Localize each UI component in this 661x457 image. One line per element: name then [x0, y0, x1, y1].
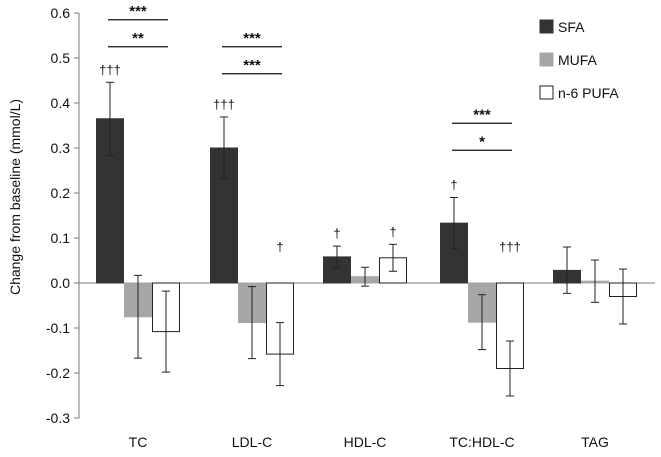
- chart-axes: -0.3 -0.2 -0.1 0.0 0.1 0.2 0.3 0.4 0.5 0.6 TC LDL-C…: [46, 5, 655, 450]
- x-category-label: TAG: [581, 434, 609, 450]
- y-tick-label: 0.4: [51, 95, 71, 111]
- y-tick-label: 0.2: [51, 185, 71, 201]
- legend-swatch: [539, 85, 554, 100]
- significance-dagger: †: [450, 178, 457, 193]
- y-tick-label: 0.0: [51, 275, 71, 291]
- significance-label: ***: [129, 3, 147, 20]
- x-category-label: TC: [129, 434, 148, 450]
- legend-swatch: [539, 19, 554, 34]
- significance-dagger: †: [389, 224, 396, 239]
- y-tick-label: 0.1: [51, 230, 71, 246]
- significance-dagger: †††: [499, 240, 521, 255]
- y-tick-label: 0.6: [51, 5, 71, 21]
- x-category-label: TC:HDL-C: [449, 434, 514, 450]
- significance-label: **: [132, 30, 144, 47]
- y-axis-title: Change from baseline (mmol/L): [7, 99, 23, 295]
- significance-label: *: [479, 133, 485, 150]
- legend-label: MUFA: [558, 52, 598, 68]
- y-tick-label: 0.5: [51, 50, 71, 66]
- legend-swatch: [539, 52, 554, 67]
- significance-label: ***: [243, 30, 261, 47]
- chart-legend: SFA MUFA n-6 PUFA: [539, 19, 619, 101]
- significance-label: ***: [243, 57, 261, 74]
- significance-dagger: †††: [213, 97, 235, 112]
- legend-label: n-6 PUFA: [558, 85, 619, 101]
- chart-annotations: †††††††††††††***** **********: [99, 3, 521, 255]
- significance-dagger: †††: [99, 62, 121, 77]
- legend-label: SFA: [558, 19, 585, 35]
- y-tick-label: 0.3: [51, 140, 71, 156]
- significance-label: ***: [473, 106, 491, 123]
- y-tick-label: -0.1: [46, 320, 70, 336]
- x-category-label: LDL-C: [232, 434, 272, 450]
- significance-dagger: †: [276, 240, 283, 255]
- significance-dagger: †: [333, 226, 340, 241]
- y-tick-label: -0.2: [46, 365, 70, 381]
- x-category-label: HDL-C: [344, 434, 387, 450]
- chart-bars: [96, 81, 637, 397]
- y-tick-label: -0.3: [46, 410, 70, 426]
